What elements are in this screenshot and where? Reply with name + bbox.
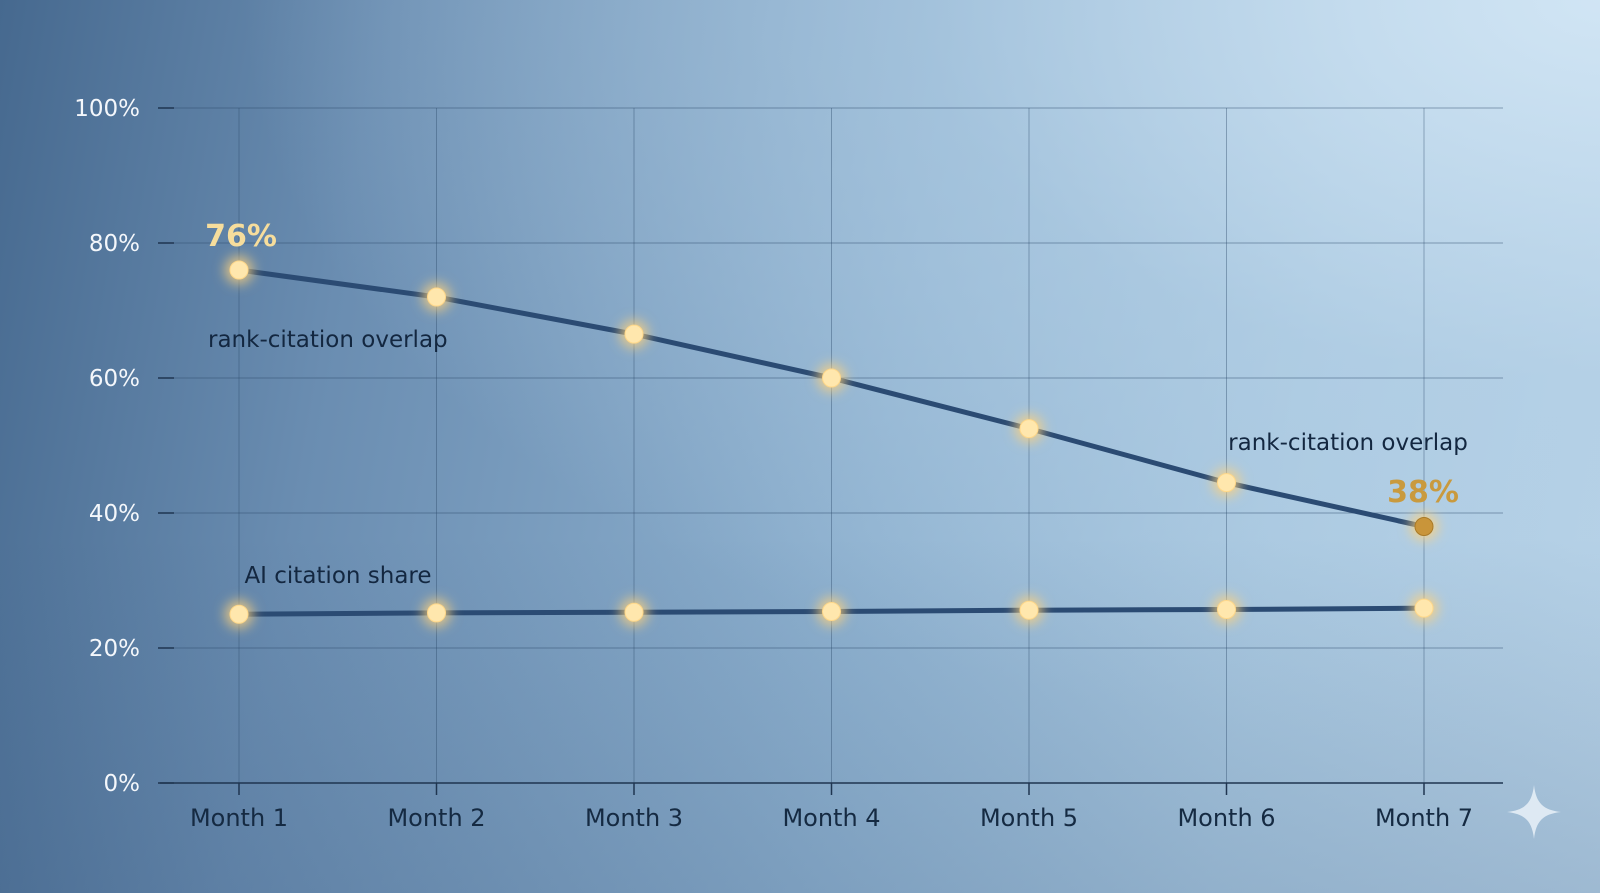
- y-tick-label: 100%: [74, 96, 140, 122]
- data-point: [817, 597, 846, 626]
- overlap-series-label-left: rank-citation overlap: [208, 327, 448, 353]
- data-point: [422, 283, 451, 311]
- data-point: [1015, 596, 1043, 625]
- data-point: [620, 598, 648, 627]
- start-value-label: 76%: [205, 219, 277, 254]
- grid-lines: [160, 107, 1503, 783]
- data-point-marker: [822, 368, 841, 388]
- overlap-series-label-right: rank-citation overlap: [1228, 430, 1468, 456]
- sparkle-icon: [1507, 785, 1561, 839]
- data-point: [620, 320, 648, 349]
- data-point-marker: [229, 604, 249, 624]
- y-tick-label: 80%: [89, 231, 140, 257]
- data-point: [817, 364, 846, 392]
- x-tick-label: Month 4: [782, 804, 880, 832]
- data-point: [1212, 595, 1241, 624]
- x-tick-label: Month 2: [387, 804, 485, 832]
- data-point-marker: [427, 603, 446, 623]
- y-tick-label: 60%: [89, 366, 140, 392]
- data-point: [1212, 468, 1241, 497]
- x-tick-label: Month 5: [980, 804, 1078, 832]
- x-tick-label: Month 3: [585, 804, 683, 832]
- share-series-label: AI citation share: [244, 563, 431, 589]
- data-point-marker: [1414, 598, 1434, 618]
- data-point: [422, 598, 451, 627]
- data-point-marker: [229, 260, 249, 280]
- data-point-marker: [1217, 600, 1236, 620]
- x-tick-label: Month 1: [190, 804, 288, 832]
- data-point-marker: [1414, 517, 1434, 536]
- axes: 0% 20% 40% 60% 80% 100% Month 1 Month 2 Month 3 M…: [74, 96, 1503, 832]
- data-point: [225, 600, 253, 629]
- y-tick-label: 20%: [89, 636, 140, 662]
- y-tick-label: 40%: [89, 501, 140, 527]
- data-point: [1410, 594, 1438, 623]
- data-point-marker: [1217, 473, 1236, 493]
- data-point: [1410, 512, 1438, 541]
- x-tick-label: Month 7: [1375, 804, 1473, 832]
- data-point-marker: [1019, 419, 1039, 439]
- data-point-marker: [427, 287, 446, 307]
- annotations: 76% rank-citation overlap rank-citation …: [205, 219, 1468, 589]
- series-points: [225, 256, 1438, 629]
- y-tick-label: 0%: [104, 771, 141, 797]
- data-point-marker: [624, 602, 644, 622]
- x-tick-label: Month 6: [1177, 804, 1275, 832]
- data-point-marker: [624, 324, 644, 344]
- data-point: [225, 256, 253, 284]
- data-point-marker: [822, 602, 841, 622]
- data-point-marker: [1019, 600, 1039, 620]
- end-value-label: 38%: [1387, 475, 1459, 510]
- data-point: [1015, 414, 1043, 443]
